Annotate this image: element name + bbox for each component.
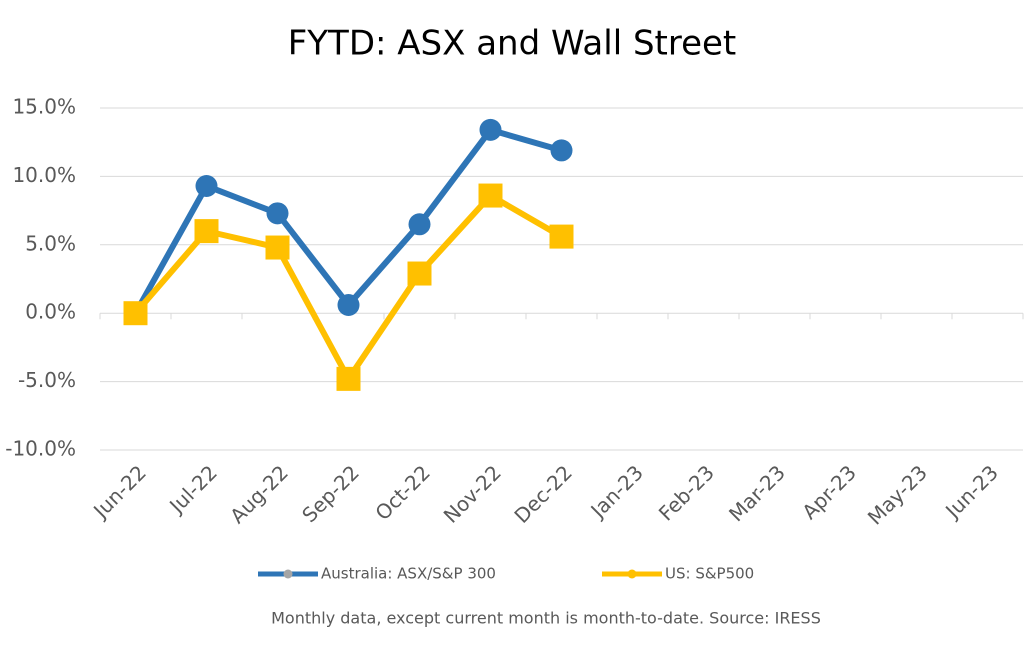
x-tick-label: Jan-23 [585, 460, 648, 523]
marker [123, 301, 148, 326]
x-tick-label: May-23 [863, 460, 932, 529]
x-tick-label: Jun-23 [939, 460, 1003, 524]
marker [478, 183, 503, 208]
marker [265, 235, 290, 260]
legend-marker [627, 569, 637, 579]
legend-label: US: S&P500 [665, 565, 754, 583]
y-tick-label: 10.0% [12, 163, 76, 187]
marker [337, 293, 360, 316]
marker [479, 118, 502, 141]
x-tick-label: Apr-23 [797, 460, 861, 524]
legend-marker [283, 569, 293, 579]
x-tick-label: Feb-23 [654, 460, 719, 525]
x-tick-label: Jul-22 [163, 460, 222, 519]
y-tick-label: -5.0% [18, 368, 76, 392]
marker [550, 139, 573, 162]
x-tick-label: Aug-22 [225, 460, 293, 528]
marker [408, 213, 431, 236]
y-tick-label: 0.0% [25, 300, 76, 324]
x-tick-label: Mar-23 [724, 460, 790, 526]
y-tick-label: 5.0% [25, 231, 76, 255]
x-tick-label: Jun-22 [87, 460, 151, 524]
x-tick-label: Oct-22 [370, 460, 435, 525]
marker [194, 219, 219, 244]
y-tick-label: -10.0% [5, 437, 76, 461]
x-tick-label: Sep-22 [297, 460, 364, 527]
legend-label: Australia: ASX/S&P 300 [321, 565, 496, 583]
chart-title: FYTD: ASX and Wall Street [288, 24, 737, 64]
marker [407, 261, 432, 286]
x-tick-label: Nov-22 [439, 460, 506, 527]
marker [336, 366, 361, 391]
chart-note: Monthly data, except current month is mo… [271, 609, 821, 628]
marker [195, 174, 218, 197]
marker [266, 202, 289, 225]
y-tick-label: 15.0% [12, 95, 76, 119]
marker [549, 224, 574, 249]
x-tick-label: Dec-22 [509, 460, 576, 527]
